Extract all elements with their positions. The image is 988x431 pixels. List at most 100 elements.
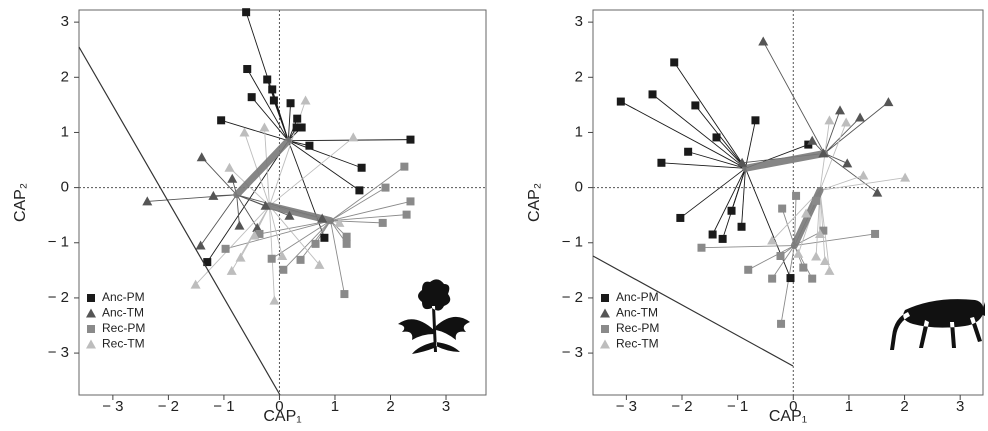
insect-silhouette (890, 299, 985, 350)
point (263, 75, 272, 84)
point (267, 254, 276, 263)
x-tick-label: 3 (442, 398, 450, 415)
x-tick-label: 2 (900, 398, 908, 415)
spider-line (824, 101, 889, 154)
x-axis-label: CAP₁ (263, 408, 301, 425)
spider-line (201, 156, 238, 196)
point (340, 290, 349, 299)
spider-line (236, 194, 290, 217)
spider-line (246, 68, 289, 141)
spider-line (269, 137, 354, 207)
point (900, 172, 911, 182)
point (293, 114, 302, 123)
spider-line (236, 194, 240, 226)
point (300, 95, 311, 105)
x-tick-label: 0 (789, 398, 797, 415)
legend-swatch (87, 294, 95, 302)
spider-line (819, 122, 847, 191)
point (737, 157, 748, 167)
spider-line (794, 245, 813, 279)
point (320, 233, 329, 242)
y-axis-label: CAP₂ (12, 183, 29, 222)
spider-line (330, 220, 345, 295)
y-tick-label: − 3 (562, 344, 583, 361)
point (793, 248, 804, 258)
point (858, 170, 869, 180)
point (142, 196, 153, 206)
point (786, 274, 795, 283)
point (648, 90, 657, 99)
point (259, 122, 270, 132)
legend-swatch (600, 308, 610, 318)
point (317, 213, 328, 223)
legend-swatch (601, 294, 609, 302)
point (777, 319, 786, 328)
point (249, 230, 260, 240)
legend-label: Rec-TM (102, 337, 145, 351)
spider-line (287, 103, 292, 141)
point (342, 239, 351, 248)
point (255, 229, 264, 238)
spider-line (273, 100, 289, 141)
point (406, 197, 415, 206)
point (744, 265, 753, 274)
point (657, 158, 666, 167)
spider-line (620, 101, 746, 169)
y-tick-label: 0 (61, 179, 69, 196)
spider-line (269, 205, 275, 301)
spider-line (673, 62, 746, 169)
point (792, 191, 801, 200)
legend-label: Rec-PM (102, 321, 145, 335)
x-tick-label: 0 (275, 398, 283, 415)
spider-line (781, 208, 795, 246)
spider-line (269, 205, 320, 266)
y-tick-label: − 2 (562, 289, 583, 306)
spider-line (200, 194, 238, 246)
legend-label: Rec-PM (616, 321, 659, 335)
boundary-line (78, 46, 281, 396)
spider-line (213, 194, 237, 197)
point (242, 8, 251, 17)
point (226, 265, 237, 275)
x-tick-label: − 2 (671, 398, 692, 415)
point (842, 158, 853, 168)
point (758, 36, 769, 46)
spider-line (229, 167, 270, 207)
point (227, 173, 238, 183)
point (778, 204, 787, 213)
spider-line (330, 187, 386, 222)
point (348, 132, 359, 142)
point (727, 206, 736, 215)
spider-line (731, 168, 746, 211)
point (243, 65, 252, 74)
spider-line (269, 205, 283, 257)
legend-swatch (87, 325, 95, 333)
boundary-line (592, 255, 794, 367)
y-tick-label: 2 (61, 68, 69, 85)
point (676, 213, 685, 222)
legend-label: Rec-TM (616, 337, 659, 351)
y-tick-label: 3 (575, 13, 583, 30)
y-tick-label: 1 (575, 123, 583, 140)
point (767, 235, 778, 245)
point (234, 220, 245, 230)
point (737, 222, 746, 231)
point (297, 123, 306, 132)
point (768, 274, 777, 283)
point (286, 99, 295, 108)
point (311, 239, 320, 248)
point (284, 210, 295, 220)
y-tick-label: − 1 (562, 234, 583, 251)
legend-label: Anc-PM (102, 290, 145, 304)
point (883, 97, 894, 107)
point (296, 255, 305, 264)
spider-line (661, 162, 746, 169)
centroid-shift (741, 149, 828, 172)
point (196, 152, 207, 162)
legend-swatch (86, 308, 96, 318)
point (269, 295, 280, 305)
spider-line (794, 233, 876, 246)
point (203, 258, 212, 267)
point (269, 96, 278, 105)
spider-line (819, 175, 864, 191)
